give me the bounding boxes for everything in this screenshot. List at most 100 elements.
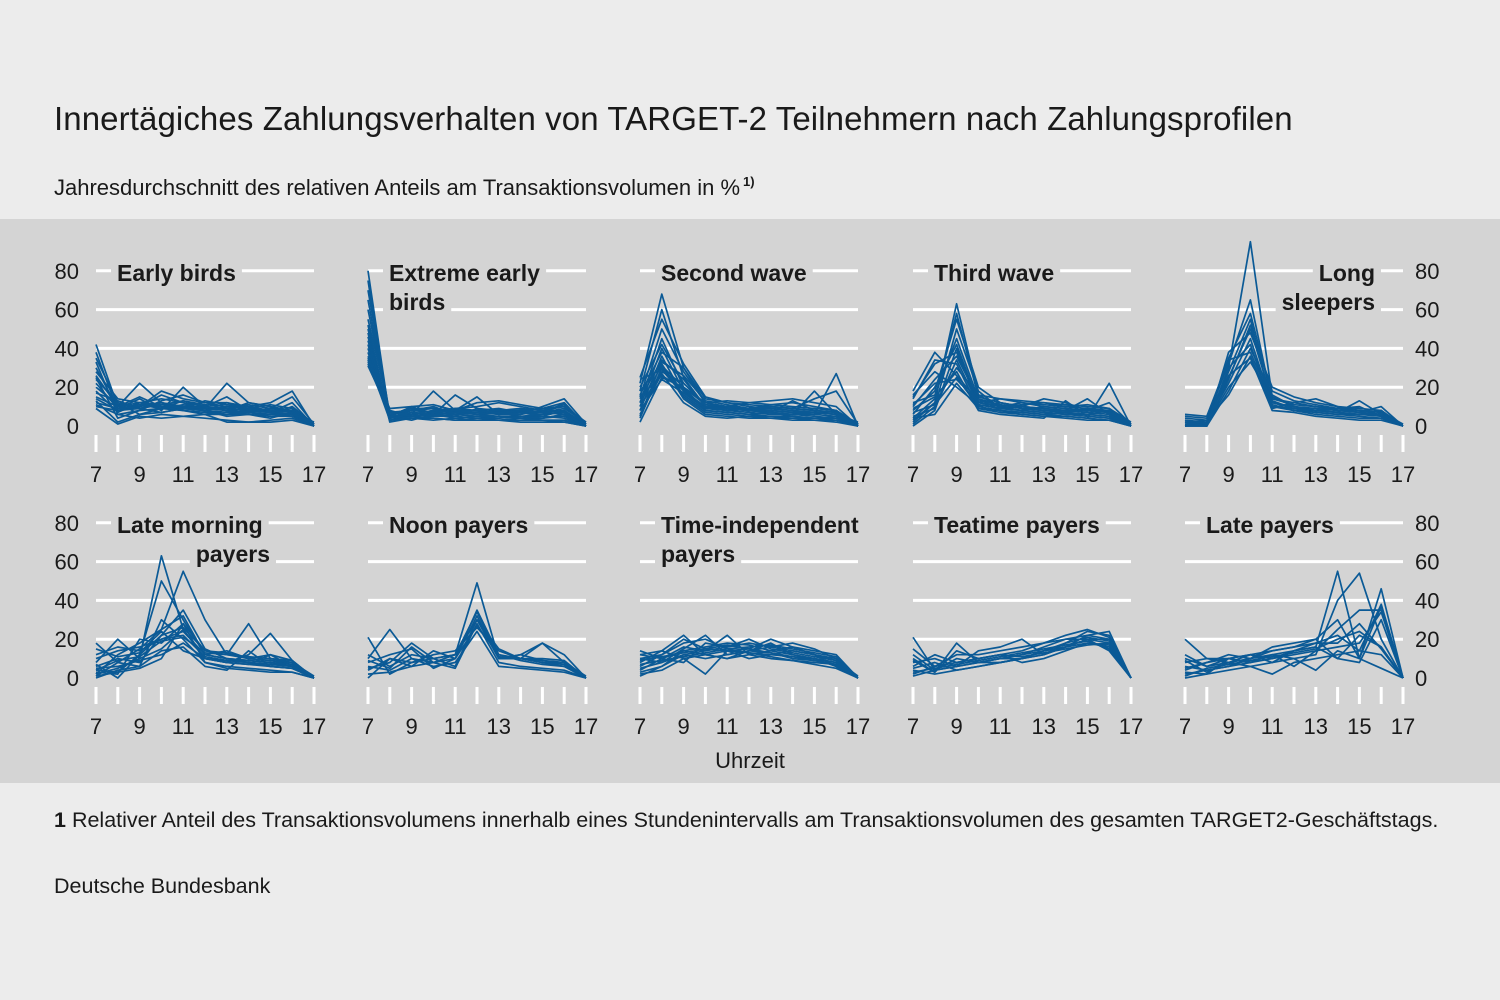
series-line: [95, 626, 315, 679]
x-tick-label: 9: [133, 462, 145, 487]
x-tick-label: 7: [1179, 714, 1191, 739]
x-tick-label: 7: [907, 714, 919, 739]
y-tick-label: 0: [67, 666, 79, 691]
series-line: [95, 642, 315, 677]
x-tick-label: 13: [759, 462, 783, 487]
panel-title-background: [928, 510, 1106, 540]
panel-title-background: [189, 539, 276, 569]
chart-title: Innertägiches Zahlungsverhalten von TARG…: [54, 100, 1293, 137]
y-tick-label: 20: [1415, 375, 1439, 400]
x-tick-label: 17: [1391, 714, 1415, 739]
source-label: Deutsche Bundesbank: [54, 874, 271, 898]
x-tick-label: 13: [1032, 462, 1056, 487]
series-line: [1184, 361, 1404, 427]
x-tick-label: 13: [487, 462, 511, 487]
series-line: [639, 368, 859, 427]
series-line: [367, 622, 587, 679]
x-tick-label: 13: [1032, 714, 1056, 739]
chart-subtitle: Jahresdurchschnitt des relativen Anteils…: [54, 174, 755, 201]
panel-title: birds: [389, 289, 445, 315]
x-tick-label: 13: [759, 714, 783, 739]
x-tick-label: 7: [1179, 462, 1191, 487]
x-tick-label: 17: [1391, 462, 1415, 487]
subtitle-text: Jahresdurchschnitt des relativen Anteils…: [54, 175, 741, 200]
x-tick-label: 11: [716, 714, 739, 739]
series-line: [367, 352, 587, 427]
series-line: [95, 622, 315, 679]
x-tick-label: 7: [907, 462, 919, 487]
panel-title-background: [383, 287, 452, 317]
x-tick-label: 15: [1075, 714, 1099, 739]
series-line: [367, 630, 587, 679]
series-line: [1184, 355, 1404, 427]
series-line: [639, 638, 859, 679]
y-tick-label: 0: [1415, 666, 1427, 691]
x-tick-label: 13: [1304, 462, 1328, 487]
x-tick-label: 11: [444, 714, 467, 739]
x-tick-label: 17: [302, 462, 326, 487]
series-line: [367, 340, 587, 423]
x-tick-label: 9: [677, 714, 689, 739]
y-tick-label: 80: [55, 511, 79, 536]
x-tick-label: 11: [989, 462, 1012, 487]
series-line: [367, 363, 587, 427]
panel-title: Extreme early: [389, 260, 540, 286]
x-tick-label: 15: [802, 462, 826, 487]
x-tick-label: 15: [258, 714, 282, 739]
x-tick-label: 15: [530, 714, 554, 739]
panel-title-background: [383, 510, 535, 540]
x-tick-label: 13: [215, 714, 239, 739]
x-tick-label: 9: [405, 462, 417, 487]
x-tick-label: 7: [90, 714, 102, 739]
x-tick-label: 11: [989, 714, 1012, 739]
chart-panel-area: Early birds 7 9 11 13 15 17 0 20 40 60 80 Extreme ea…: [0, 219, 1500, 783]
x-tick-label: 11: [444, 462, 467, 487]
x-tick-label: 15: [1075, 462, 1099, 487]
x-tick-label: 17: [1119, 714, 1143, 739]
y-tick-label: 80: [55, 259, 79, 284]
panel-title-background: [655, 539, 742, 569]
series-line: [639, 351, 859, 425]
y-tick-label: 40: [55, 588, 79, 613]
series-line: [367, 618, 587, 677]
x-tick-label: 17: [846, 714, 870, 739]
panel-title-background: [383, 258, 547, 288]
series-line: [912, 638, 1132, 679]
footnote-number: 1: [54, 808, 66, 832]
y-tick-label: 40: [1415, 588, 1439, 613]
panel-title: Late morning: [117, 512, 263, 538]
x-tick-label: 11: [1261, 462, 1284, 487]
x-tick-label: 13: [1304, 714, 1328, 739]
y-tick-label: 80: [1415, 511, 1439, 536]
series-line: [95, 407, 315, 427]
panel-title: Third wave: [934, 260, 1054, 286]
y-tick-label: 60: [1415, 550, 1439, 575]
series-line: [912, 382, 1132, 427]
panel-title-background: [928, 258, 1061, 288]
series-line: [1184, 618, 1404, 679]
panel-title-background: [1200, 510, 1340, 540]
x-tick-label: 15: [530, 462, 554, 487]
series-line: [1185, 324, 1404, 427]
y-tick-label: 20: [1415, 627, 1439, 652]
series-line: [639, 376, 859, 427]
y-tick-label: 0: [67, 414, 79, 439]
series-line: [367, 355, 587, 427]
panel-title-background: [111, 510, 269, 540]
panel-title: Noon payers: [389, 512, 528, 538]
x-tick-label: 7: [362, 462, 374, 487]
series-line: [1184, 357, 1404, 427]
x-tick-label: 9: [133, 714, 145, 739]
y-tick-label: 60: [55, 550, 79, 575]
panel-title-background: [655, 258, 813, 288]
panel-title: Long: [1319, 260, 1375, 286]
series-line: [95, 634, 315, 679]
panel-title-background: [655, 510, 865, 540]
y-tick-label: 40: [1415, 336, 1439, 361]
x-tick-label: 7: [362, 714, 374, 739]
x-tick-label: 9: [950, 462, 962, 487]
series-line: [639, 644, 859, 679]
x-tick-label: 17: [574, 714, 598, 739]
panel-title: payers: [661, 541, 735, 567]
x-tick-label: 17: [574, 462, 598, 487]
